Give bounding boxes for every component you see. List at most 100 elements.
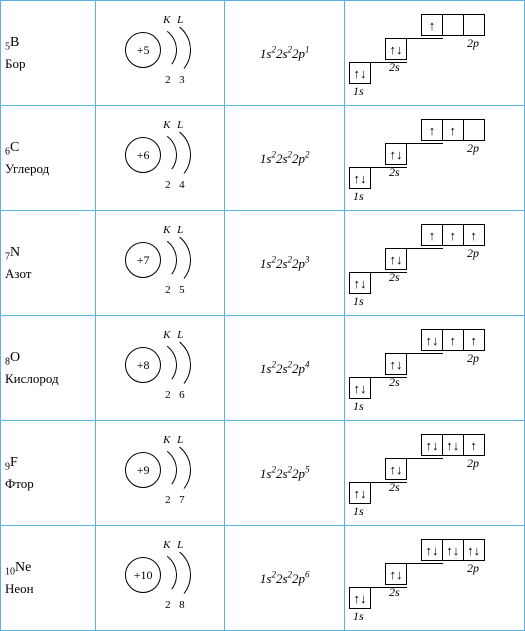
orbital-2p-cell: ↑: [463, 434, 485, 456]
orbital-2p-label: 2p: [467, 351, 479, 366]
orbital-2s-label: 2s: [389, 480, 400, 495]
orbital-2s-label: 2s: [389, 375, 400, 390]
element-symbol: B: [10, 35, 19, 50]
orbital-1s-label: 1s: [353, 609, 364, 624]
orbital-1s-label: 1s: [353, 294, 364, 309]
orbital-2p-row: ↑↓↑↓↑↓: [421, 539, 485, 561]
orbital-1s-row: ↑↓: [349, 482, 371, 504]
electron-config-cell: 1s22s22p6: [225, 526, 345, 631]
element-symbol: N: [10, 245, 20, 260]
orbital-2p-cell: ↑↓: [421, 329, 443, 351]
element-symbol: Ne: [15, 560, 31, 575]
orbital-1s-row: ↑↓: [349, 587, 371, 609]
electron-config: 1s22s22p3: [260, 256, 310, 271]
shell-l-count: 4: [179, 179, 185, 191]
element-row: 6CУглеродKL+6241s22s22p2↑↑2p↑↓2s↑↓1s: [1, 106, 525, 211]
orbital-2s-row: ↑↓: [385, 563, 407, 585]
electron-config: 1s22s22p1: [260, 46, 310, 61]
orbital-2p-cell: ↑: [442, 119, 464, 141]
orbital-2p-label: 2p: [467, 141, 479, 156]
element-symbol: O: [10, 350, 20, 365]
orbital-1s-cell: ↑↓: [349, 377, 371, 399]
orbital-2p-row: ↑: [421, 14, 485, 36]
orbital-2s-label: 2s: [389, 585, 400, 600]
orbital-2s-row: ↑↓: [385, 248, 407, 270]
orbital-2s-cell: ↑↓: [385, 38, 407, 60]
orbital-2p-label: 2p: [467, 561, 479, 576]
orbital-2p-cell: ↑: [421, 14, 443, 36]
orbital-diagram-cell: ↑↓↑↓↑2p↑↓2s↑↓1s: [344, 421, 524, 526]
shell-diagram-cell: KL+927: [95, 421, 225, 526]
orbital-2s-cell: ↑↓: [385, 563, 407, 585]
orbital-2p-label: 2p: [467, 246, 479, 261]
orbital-1s-row: ↑↓: [349, 62, 371, 84]
shell-l-count: 5: [179, 284, 185, 296]
element-name: Фтор: [5, 476, 91, 492]
orbital-2p-cell: ↑↓: [442, 434, 464, 456]
periodic-table-section: 5BБорKL+5231s22s22p1↑2p↑↓2s↑↓1s6CУглерод…: [0, 0, 525, 631]
orbital-2p-cell: [463, 119, 485, 141]
orbital-1s-label: 1s: [353, 84, 364, 99]
shell-l-count: 3: [179, 74, 185, 86]
shell-diagram: KL+1028: [115, 537, 205, 615]
element-name-cell: 6CУглерод: [1, 106, 96, 211]
shell-diagram: KL+624: [115, 117, 205, 195]
electron-config: 1s22s22p2: [260, 151, 310, 166]
electron-config-cell: 1s22s22p1: [225, 1, 345, 106]
orbital-2p-cell: ↑: [463, 329, 485, 351]
shell-diagram: KL+927: [115, 432, 205, 510]
shell-k-count: 2: [165, 494, 171, 506]
element-row: 5BБорKL+5231s22s22p1↑2p↑↓2s↑↓1s: [1, 1, 525, 106]
element-row: 7NАзотKL+7251s22s22p3↑↑↑2p↑↓2s↑↓1s: [1, 211, 525, 316]
orbital-2s-cell: ↑↓: [385, 458, 407, 480]
orbital-2p-cell: ↑↓: [442, 539, 464, 561]
shell-diagram: KL+826: [115, 327, 205, 405]
orbital-diagram: ↑↓↑↑2p↑↓2s↑↓1s: [349, 327, 519, 409]
orbital-2p-cell: [442, 14, 464, 36]
orbital-2p-cell: ↑↓: [463, 539, 485, 561]
orbital-1s-cell: ↑↓: [349, 62, 371, 84]
orbital-2p-row: ↑↓↑↑: [421, 329, 485, 351]
orbital-2p-label: 2p: [467, 456, 479, 471]
orbital-1s-row: ↑↓: [349, 167, 371, 189]
orbital-2s-label: 2s: [389, 60, 400, 75]
orbital-diagram-cell: ↑2p↑↓2s↑↓1s: [344, 1, 524, 106]
element-row: 10NeНеонKL+10281s22s22p6↑↓↑↓↑↓2p↑↓2s↑↓1s: [1, 526, 525, 631]
element-name: Азот: [5, 266, 91, 282]
element-name-cell: 10NeНеон: [1, 526, 96, 631]
shell-k-count: 2: [165, 179, 171, 191]
orbital-2p-cell: ↑: [421, 224, 443, 246]
element-name-cell: 9FФтор: [1, 421, 96, 526]
orbital-diagram-cell: ↑↑2p↑↓2s↑↓1s: [344, 106, 524, 211]
orbital-2p-cell: ↑↓: [421, 434, 443, 456]
element-row: 8OКислородKL+8261s22s22p4↑↓↑↑2p↑↓2s↑↓1s: [1, 316, 525, 421]
element-name: Бор: [5, 56, 91, 72]
orbital-2p-label: 2p: [467, 36, 479, 51]
orbital-1s-label: 1s: [353, 399, 364, 414]
orbital-2s-cell: ↑↓: [385, 248, 407, 270]
orbital-1s-cell: ↑↓: [349, 482, 371, 504]
step-line: [407, 248, 443, 249]
electron-config-cell: 1s22s22p2: [225, 106, 345, 211]
orbital-2s-cell: ↑↓: [385, 143, 407, 165]
orbital-2s-row: ↑↓: [385, 353, 407, 375]
orbital-diagram-cell: ↑↑↑2p↑↓2s↑↓1s: [344, 211, 524, 316]
orbital-2p-cell: ↑: [442, 329, 464, 351]
shell-diagram-cell: KL+1028: [95, 526, 225, 631]
orbital-1s-cell: ↑↓: [349, 272, 371, 294]
orbital-2p-cell: ↑: [463, 224, 485, 246]
shell-k-count: 2: [165, 74, 171, 86]
electron-config-cell: 1s22s22p4: [225, 316, 345, 421]
element-name-cell: 7NАзот: [1, 211, 96, 316]
orbital-diagram: ↑↓↑↓↑2p↑↓2s↑↓1s: [349, 432, 519, 514]
orbital-diagram: ↑↑↑2p↑↓2s↑↓1s: [349, 222, 519, 304]
orbital-diagram-cell: ↑↓↑↓↑↓2p↑↓2s↑↓1s: [344, 526, 524, 631]
step-line: [407, 143, 443, 144]
electron-config: 1s22s22p5: [260, 466, 310, 481]
orbital-2s-row: ↑↓: [385, 458, 407, 480]
element-symbol: C: [10, 140, 19, 155]
shell-k-count: 2: [165, 599, 171, 611]
orbital-2p-row: ↑↓↑↓↑: [421, 434, 485, 456]
electron-config-cell: 1s22s22p3: [225, 211, 345, 316]
orbital-1s-row: ↑↓: [349, 272, 371, 294]
